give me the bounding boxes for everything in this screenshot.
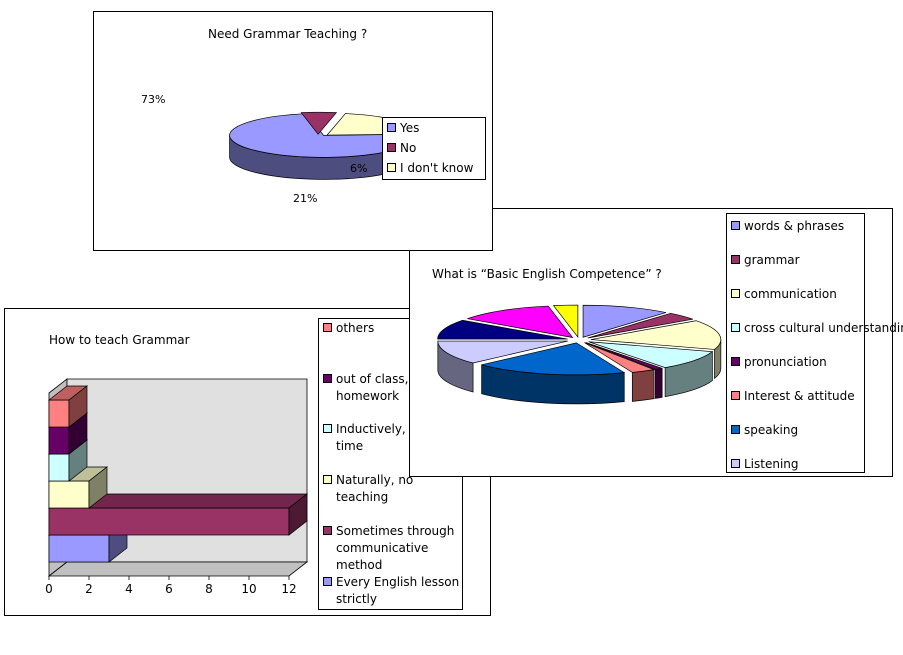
x-tick-label: 6 xyxy=(165,582,173,596)
legend-label: Yes xyxy=(400,121,420,135)
x-tick-label: 10 xyxy=(241,582,256,596)
legend-swatch xyxy=(731,323,740,332)
legend-swatch xyxy=(387,163,396,172)
pie-slice-listening xyxy=(437,340,568,364)
legend-label: out of class, homework xyxy=(336,372,409,403)
legend-swatch xyxy=(387,123,396,132)
legend-swatch xyxy=(323,526,332,535)
data-label-no: 6% xyxy=(350,162,367,175)
legend-swatch xyxy=(731,459,740,468)
pie-slice-side-interest-attitude xyxy=(631,369,655,402)
pie-slice-interest-attitude xyxy=(584,342,656,373)
legend-swatch xyxy=(731,425,740,434)
legend-swatch xyxy=(731,221,740,230)
bar-side-others xyxy=(68,385,88,428)
legend-label: Naturally, no teaching xyxy=(336,473,414,504)
legend-swatch xyxy=(731,289,740,298)
bar-every-english-lesson-strictly xyxy=(48,534,110,563)
legend-swatch xyxy=(323,577,332,586)
legend-label: pronunciation xyxy=(744,355,827,369)
pie-slice-cross-cultural-understanding xyxy=(588,341,714,368)
pie-slice-no xyxy=(300,111,338,135)
data-label-yes: 73% xyxy=(141,93,165,106)
bar-inductively-short-time xyxy=(48,453,70,482)
bar-side-sometimes-through-communicative-method xyxy=(288,493,308,536)
bar-sometimes-through-communicative-method xyxy=(48,507,290,536)
legend-swatch xyxy=(387,143,396,152)
x-tick-label: 4 xyxy=(125,582,133,596)
pie-slice-others xyxy=(552,304,579,339)
legend-label: speaking xyxy=(744,423,799,437)
bar-chart: 0 2 4 6 8 10 12 xyxy=(45,378,309,596)
bar-side-naturally-no-teaching xyxy=(88,466,108,509)
pie-slice-communication xyxy=(590,320,722,350)
legend-swatch xyxy=(731,391,740,400)
chart-title: How to teach Grammar xyxy=(49,333,190,347)
bar-others xyxy=(48,399,70,428)
legend-label: grammar xyxy=(744,253,800,267)
legend-label: Interest & attitude xyxy=(744,389,855,403)
x-tick-label: 2 xyxy=(85,582,93,596)
legend-swatch xyxy=(323,323,332,332)
legend-swatch xyxy=(323,374,332,383)
chart-panel-competence: What is “Basic English Competence” ? wor… xyxy=(409,208,903,477)
legend-label: communication xyxy=(744,287,837,301)
pie-slice-side-pronunciation xyxy=(655,367,663,399)
bar-out-of-class-homework xyxy=(48,426,70,455)
pie-slice-speaking xyxy=(481,342,626,376)
floor xyxy=(47,561,309,577)
bar-naturally-no-teaching xyxy=(48,480,90,509)
legend: words & phrases grammar communication cross… xyxy=(726,213,903,473)
legend: Yes No I don't know xyxy=(382,117,486,180)
pie-slice-words-phrases xyxy=(582,304,667,338)
pie-slice-pronunciation xyxy=(585,342,663,370)
legend-label: I don't know xyxy=(400,161,474,175)
pie-chart-competence xyxy=(437,304,722,405)
legend-label: Listening xyxy=(744,457,799,471)
legend-swatch xyxy=(731,255,740,264)
chart-title: What is “Basic English Competence” ? xyxy=(432,267,662,281)
chart-panel-need-grammar: Need Grammar Teaching ? 73% 6% 21% Yes No I … xyxy=(93,11,493,251)
chart-title: Need Grammar Teaching ? xyxy=(208,27,368,41)
pie-chart-need: 73% 6% 21% xyxy=(141,93,422,205)
x-tick-label: 8 xyxy=(205,582,213,596)
pie-slice-grammar xyxy=(587,312,694,339)
data-label-i-don-t-know: 21% xyxy=(293,192,317,205)
legend-swatch xyxy=(323,475,332,484)
legend-label: No xyxy=(400,141,417,155)
legend-label: cross cultural understanding xyxy=(744,321,903,335)
legend-label: words & phrases xyxy=(744,219,845,233)
x-tick-label: 12 xyxy=(281,582,296,596)
legend-swatch xyxy=(323,424,332,433)
legend-label: Sometimes through communicative method xyxy=(336,524,455,572)
pie-slice-reading xyxy=(467,305,574,339)
legend-swatch xyxy=(731,357,740,366)
x-tick-label: 0 xyxy=(45,582,53,596)
pie-slice-writing xyxy=(437,319,568,340)
legend-label: Every English lesson strictly xyxy=(336,575,460,606)
legend-label: others xyxy=(336,321,375,335)
